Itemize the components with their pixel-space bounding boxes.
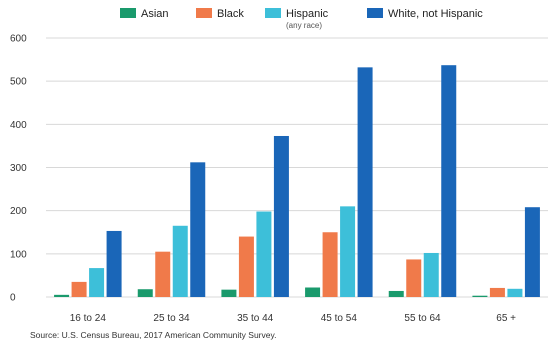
source-note: Source: U.S. Census Bureau, 2017 America… bbox=[30, 330, 276, 340]
bar-hispanic-3 bbox=[340, 206, 356, 297]
y-tick-label: 300 bbox=[10, 163, 27, 174]
bar-hispanic-1 bbox=[172, 225, 188, 297]
bar-hispanic-5 bbox=[507, 288, 523, 297]
bar-white-not-hispanic-1 bbox=[190, 162, 206, 297]
bar-black-5 bbox=[489, 287, 505, 297]
legend-label: Asian bbox=[141, 8, 169, 20]
bars bbox=[54, 65, 540, 297]
legend-swatch bbox=[196, 8, 212, 18]
legend-label: Hispanic bbox=[286, 8, 329, 20]
legend-label: White, not Hispanic bbox=[388, 8, 483, 20]
x-tick-label: 35 to 44 bbox=[237, 313, 274, 324]
gridlines bbox=[46, 37, 548, 298]
legend-swatch bbox=[120, 8, 136, 18]
bar-black-0 bbox=[71, 281, 87, 297]
bar-asian-2 bbox=[221, 289, 237, 297]
bar-asian-5 bbox=[472, 295, 488, 297]
x-tick-label: 45 to 54 bbox=[321, 313, 358, 324]
y-axis: 0 100 200 300 400 500 600 bbox=[10, 34, 27, 304]
bar-asian-3 bbox=[305, 287, 321, 297]
legend-swatch bbox=[265, 8, 281, 18]
y-tick-label: 0 bbox=[10, 293, 16, 304]
bar-black-4 bbox=[406, 259, 422, 297]
bar-hispanic-0 bbox=[89, 268, 105, 297]
y-tick-label: 500 bbox=[10, 77, 27, 88]
bar-white-not-hispanic-4 bbox=[441, 65, 457, 297]
bar-black-2 bbox=[238, 236, 254, 297]
y-tick-label: 100 bbox=[10, 249, 27, 260]
x-tick-label: 55 to 64 bbox=[404, 313, 441, 324]
legend-label: Black bbox=[217, 8, 244, 20]
legend-sublabel: (any race) bbox=[286, 21, 322, 30]
x-tick-label: 25 to 34 bbox=[153, 313, 190, 324]
bar-white-not-hispanic-5 bbox=[524, 207, 540, 297]
bar-white-not-hispanic-2 bbox=[273, 135, 289, 297]
bar-asian-1 bbox=[137, 289, 153, 297]
bar-white-not-hispanic-0 bbox=[106, 230, 122, 297]
x-tick-label: 65 + bbox=[496, 313, 516, 324]
bar-hispanic-4 bbox=[423, 252, 439, 297]
bar-asian-0 bbox=[54, 294, 70, 297]
bar-black-3 bbox=[322, 232, 338, 297]
bar-white-not-hispanic-3 bbox=[357, 67, 373, 297]
legend-swatch bbox=[367, 8, 383, 18]
bar-black-1 bbox=[155, 251, 171, 297]
bar-hispanic-2 bbox=[256, 211, 272, 297]
y-tick-label: 400 bbox=[10, 120, 27, 131]
y-tick-label: 200 bbox=[10, 206, 27, 217]
x-axis: 16 to 24 25 to 34 35 to 44 45 to 54 55 to 64… bbox=[70, 313, 516, 324]
y-tick-label: 600 bbox=[10, 34, 27, 45]
x-tick-label: 16 to 24 bbox=[70, 313, 107, 324]
bar-asian-4 bbox=[388, 290, 404, 297]
legend: Asian Black Hispanic(any race) White, not H… bbox=[120, 8, 483, 30]
